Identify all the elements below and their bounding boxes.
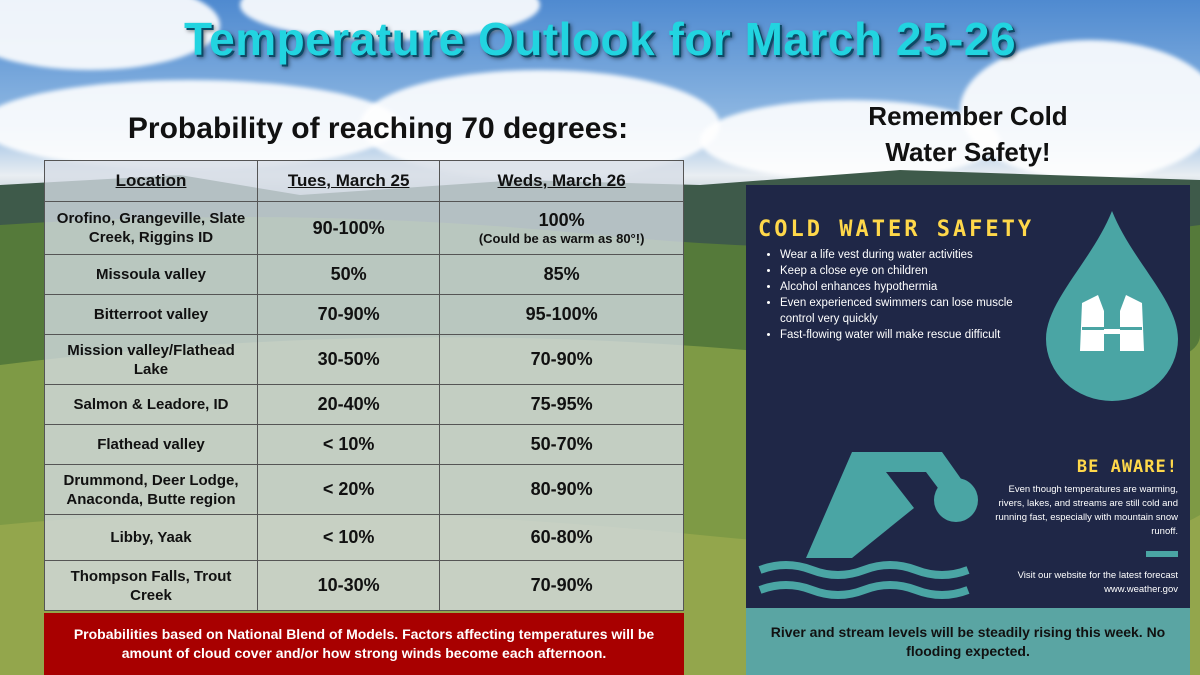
tuesday-cell: 70-90% — [256, 294, 441, 335]
wednesday-cell: 70-90% — [439, 334, 684, 385]
cold-water-safety-card: COLD WATER SAFETY Wear a life vest durin… — [746, 185, 1190, 608]
wednesday-cell: 100% (Could be as warm as 80°!) — [439, 201, 684, 255]
table-row: Mission valley/Flathead Lake 30-50% 70-9… — [44, 334, 684, 385]
location-cell: Orofino, Grangeville, Slate Creek, Riggi… — [44, 201, 258, 255]
wednesday-cell: 50-70% — [439, 424, 684, 465]
table-row: Flathead valley < 10% 50-70% — [44, 424, 684, 465]
river-levels-banner: River and stream levels will be steadily… — [746, 608, 1190, 675]
table-subtitle: Probability of reaching 70 degrees: — [127, 112, 629, 145]
location-cell: Flathead valley — [44, 424, 258, 465]
divider — [1146, 551, 1178, 557]
location-cell: Salmon & Leadore, ID — [44, 384, 258, 425]
website-url: www.weather.gov — [1104, 584, 1178, 595]
list-item: Fast-flowing water will make rescue diff… — [780, 327, 1050, 343]
safety-tips-list: Wear a life vest during water activities… — [762, 247, 1050, 343]
tuesday-cell: 90-100% — [256, 201, 441, 255]
cloud — [700, 100, 1000, 180]
be-aware-text: Even though temperatures are warming, ri… — [995, 484, 1178, 537]
tuesday-cell: 50% — [256, 254, 441, 295]
location-cell: Drummond, Deer Lodge, Anaconda, Butte re… — [44, 464, 258, 515]
table-row: Orofino, Grangeville, Slate Creek, Riggi… — [44, 201, 684, 255]
tuesday-cell: 20-40% — [256, 384, 441, 425]
table-row: Salmon & Leadore, ID 20-40% 75-95% — [44, 384, 684, 425]
wednesday-note: (Could be as warm as 80°!) — [478, 231, 645, 246]
website-text: Visit our website for the latest forecas… — [978, 569, 1178, 597]
page-title: Temperature Outlook for March 25-26 — [183, 13, 1017, 65]
table-row: Missoula valley 50% 85% — [44, 254, 684, 295]
cloud — [960, 40, 1200, 180]
list-item: Even experienced swimmers can lose muscl… — [780, 295, 1050, 327]
wednesday-cell: 60-80% — [439, 514, 684, 561]
model-note-banner: Probabilities based on National Blend of… — [44, 613, 684, 675]
list-item: Keep a close eye on children — [780, 263, 1050, 279]
wednesday-cell: 75-95% — [439, 384, 684, 425]
tuesday-cell: < 10% — [256, 424, 441, 465]
wednesday-cell: 95-100% — [439, 294, 684, 335]
life-vest-drop-icon — [1046, 211, 1178, 401]
swimmer-icon — [758, 452, 978, 599]
tuesday-cell: 10-30% — [256, 560, 441, 611]
location-cell: Mission valley/Flathead Lake — [44, 334, 258, 385]
tuesday-cell: < 10% — [256, 514, 441, 561]
location-cell: Bitterroot valley — [44, 294, 258, 335]
header-tuesday: Tues, March 25 — [256, 160, 441, 202]
header-wednesday: Weds, March 26 — [439, 160, 684, 202]
location-cell: Libby, Yaak — [44, 514, 258, 561]
cold-water-title: COLD WATER SAFETY — [758, 217, 1035, 242]
tuesday-cell: 30-50% — [256, 334, 441, 385]
remember-cold-water-heading: Remember Cold Water Safety! — [868, 101, 1068, 167]
wednesday-cell: 85% — [439, 254, 684, 295]
tuesday-cell: < 20% — [256, 464, 441, 515]
list-item: Alcohol enhances hypothermia — [780, 279, 1050, 295]
table-header-row: Location Tues, March 25 Weds, March 26 — [44, 160, 684, 202]
be-aware-heading: BE AWARE! — [1076, 457, 1178, 477]
website-line: Visit our website for the latest forecas… — [1017, 570, 1178, 581]
cloud — [0, 80, 400, 170]
header-location: Location — [44, 160, 258, 202]
location-cell: Missoula valley — [44, 254, 258, 295]
wednesday-cell: 80-90% — [439, 464, 684, 515]
location-cell: Thompson Falls, Trout Creek — [44, 560, 258, 611]
table-row: Thompson Falls, Trout Creek 10-30% 70-90… — [44, 560, 684, 611]
table-row: Libby, Yaak < 10% 60-80% — [44, 514, 684, 561]
table-row: Bitterroot valley 70-90% 95-100% — [44, 294, 684, 335]
temperature-probability-table: Location Tues, March 25 Weds, March 26 O… — [44, 160, 684, 611]
wednesday-cell: 70-90% — [439, 560, 684, 611]
list-item: Wear a life vest during water activities — [780, 247, 1050, 263]
table-row: Drummond, Deer Lodge, Anaconda, Butte re… — [44, 464, 684, 515]
wednesday-value: 100% — [538, 210, 585, 230]
